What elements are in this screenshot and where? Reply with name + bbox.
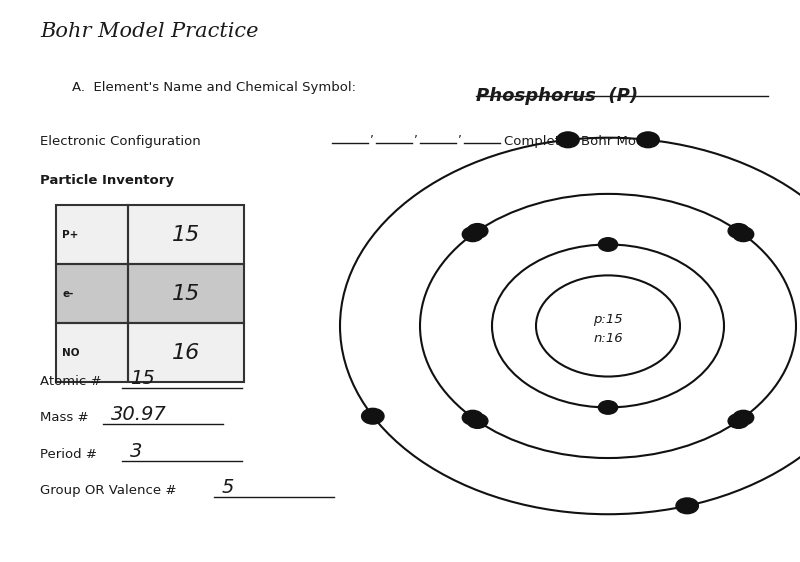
Circle shape xyxy=(362,409,384,424)
Text: n:16: n:16 xyxy=(593,332,623,345)
Text: ,: , xyxy=(370,128,374,140)
Bar xyxy=(128,205,244,264)
Text: 3: 3 xyxy=(130,442,142,461)
Circle shape xyxy=(462,410,483,425)
Text: Mass #: Mass # xyxy=(40,411,89,424)
Bar xyxy=(56,205,128,264)
Text: Atomic #: Atomic # xyxy=(40,375,102,388)
Text: ,: , xyxy=(458,128,462,140)
Text: Period #: Period # xyxy=(40,448,97,461)
Circle shape xyxy=(728,414,749,428)
Text: 15: 15 xyxy=(172,225,200,244)
Bar xyxy=(56,323,128,382)
Text: 15: 15 xyxy=(130,369,154,388)
Text: 15: 15 xyxy=(172,284,200,303)
Text: 30.97: 30.97 xyxy=(111,405,167,424)
Circle shape xyxy=(557,132,579,148)
Bar xyxy=(128,264,244,323)
Text: Electronic Configuration: Electronic Configuration xyxy=(40,135,201,148)
Circle shape xyxy=(462,227,483,242)
Circle shape xyxy=(728,224,749,238)
Text: NO: NO xyxy=(62,348,80,357)
Text: 16: 16 xyxy=(172,343,200,362)
Circle shape xyxy=(598,238,618,251)
Text: Phosphorus  (P): Phosphorus (P) xyxy=(476,87,638,105)
Text: Group OR Valence #: Group OR Valence # xyxy=(40,484,177,497)
Circle shape xyxy=(637,132,659,148)
Text: e-: e- xyxy=(62,289,74,298)
Circle shape xyxy=(733,227,754,242)
Text: P+: P+ xyxy=(62,230,78,239)
Circle shape xyxy=(676,498,698,514)
Bar xyxy=(128,264,244,323)
Bar xyxy=(128,205,244,264)
Circle shape xyxy=(733,410,754,425)
Circle shape xyxy=(467,224,488,238)
Bar xyxy=(56,323,128,382)
Text: Particle Inventory: Particle Inventory xyxy=(40,174,174,187)
Text: p:15: p:15 xyxy=(593,312,623,326)
Bar xyxy=(128,323,244,382)
Text: Completed Bohr Model: Completed Bohr Model xyxy=(504,135,657,148)
Bar xyxy=(56,264,128,323)
Bar xyxy=(128,323,244,382)
Text: A.  Element's Name and Chemical Symbol:: A. Element's Name and Chemical Symbol: xyxy=(72,81,356,94)
Bar xyxy=(56,264,128,323)
Bar xyxy=(56,205,128,264)
Circle shape xyxy=(598,401,618,414)
Text: 5: 5 xyxy=(222,478,234,497)
Text: Bohr Model Practice: Bohr Model Practice xyxy=(40,22,258,42)
Circle shape xyxy=(467,414,488,428)
Text: ,: , xyxy=(414,128,418,140)
